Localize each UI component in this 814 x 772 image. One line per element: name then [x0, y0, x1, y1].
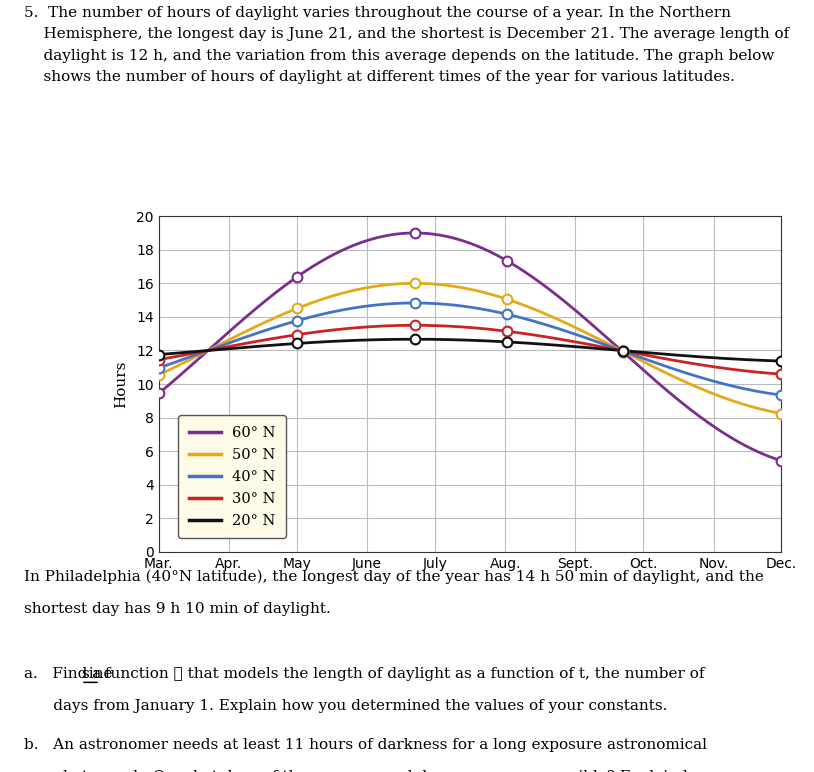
Text: days from January 1. Explain how you determined the values of your constants.: days from January 1. Explain how you det… — [24, 699, 667, 713]
Text: shortest day has 9 h 10 min of daylight.: shortest day has 9 h 10 min of daylight. — [24, 602, 331, 616]
Text: 5.  The number of hours of daylight varies throughout the course of a year. In t: 5. The number of hours of daylight varie… — [24, 6, 790, 83]
Text: b.   An astronomer needs at least 11 hours of darkness for a long exposure astro: b. An astronomer needs at least 11 hours… — [24, 738, 707, 752]
Text: photograph. On what days of the year are such long exposures possible? Explain h: photograph. On what days of the year are… — [24, 770, 748, 772]
Text: sine: sine — [81, 667, 112, 681]
Y-axis label: Hours: Hours — [114, 361, 128, 408]
Text: function ℓ that models the length of daylight as a function of t, the number of: function ℓ that models the length of day… — [100, 667, 704, 681]
Text: In Philadelphia (40°N latitude), the longest day of the year has 14 h 50 min of : In Philadelphia (40°N latitude), the lon… — [24, 570, 764, 584]
Legend: 60° N, 50° N, 40° N, 30° N, 20° N: 60° N, 50° N, 40° N, 30° N, 20° N — [178, 415, 287, 538]
Text: a.   Find a: a. Find a — [24, 667, 107, 681]
